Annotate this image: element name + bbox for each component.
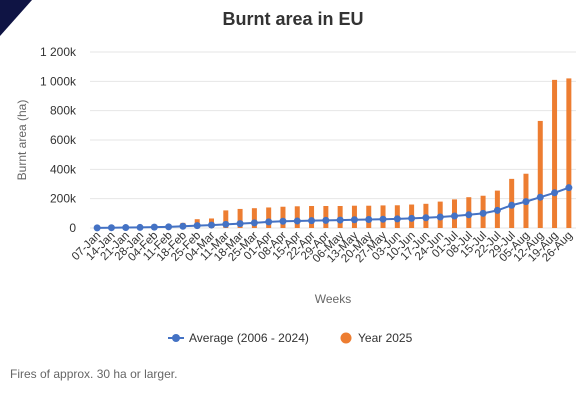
point-average[interactable]	[422, 214, 430, 222]
x-axis-title: Weeks	[315, 292, 351, 306]
y-tick-label: 600k	[50, 133, 77, 147]
point-average[interactable]	[436, 213, 444, 221]
point-average[interactable]	[379, 215, 387, 223]
bar-year-2025[interactable]	[294, 206, 300, 228]
bar-year-2025[interactable]	[266, 207, 272, 228]
point-average[interactable]	[293, 217, 301, 225]
y-axis: 0 200k 400k 600k 800k 1 000k 1 200k	[40, 45, 77, 235]
point-average[interactable]	[136, 223, 144, 231]
point-average[interactable]	[236, 220, 244, 228]
point-average[interactable]	[107, 224, 115, 232]
point-average[interactable]	[279, 217, 287, 225]
point-average[interactable]	[336, 216, 344, 224]
y-axis-title: Burnt area (ha)	[15, 100, 29, 181]
legend-year-2025-label: Year 2025	[358, 331, 413, 345]
bar-year-2025[interactable]	[566, 78, 572, 229]
point-average[interactable]	[165, 223, 173, 231]
point-average[interactable]	[479, 209, 487, 217]
point-average[interactable]	[565, 184, 573, 192]
point-average[interactable]	[193, 222, 201, 230]
point-average[interactable]	[122, 224, 130, 232]
y-tick-label: 1 200k	[40, 45, 77, 59]
series-year-2025	[94, 78, 572, 229]
chart-grid	[90, 51, 576, 229]
bar-year-2025[interactable]	[237, 208, 243, 228]
legend-year-2025-marker	[340, 332, 352, 344]
point-average[interactable]	[551, 189, 559, 197]
legend-item-year-2025[interactable]: Year 2025	[340, 331, 413, 345]
legend-average-label: Average (2006 - 2024)	[189, 331, 309, 345]
point-average[interactable]	[222, 220, 230, 228]
y-tick-label: 1 000k	[40, 74, 77, 88]
point-average[interactable]	[308, 217, 316, 225]
corner-decoration	[0, 0, 32, 36]
point-average[interactable]	[465, 211, 473, 219]
y-tick-label: 400k	[50, 162, 77, 176]
point-average[interactable]	[150, 223, 158, 231]
point-average[interactable]	[536, 193, 544, 201]
point-average[interactable]	[208, 221, 215, 229]
legend-average-marker	[172, 334, 180, 342]
point-average[interactable]	[322, 216, 330, 224]
bar-year-2025[interactable]	[223, 210, 229, 228]
point-average[interactable]	[93, 224, 101, 232]
chart-caption: Fires of approx. 30 ha or larger.	[10, 367, 178, 381]
point-average[interactable]	[265, 218, 273, 226]
point-average[interactable]	[493, 206, 501, 214]
y-tick-label: 200k	[50, 192, 77, 206]
bar-year-2025[interactable]	[537, 120, 543, 228]
point-average[interactable]	[393, 215, 401, 223]
point-average[interactable]	[250, 219, 258, 227]
chart: Burnt area in EU 0 200k 400k 600k 800k 1 000k…	[15, 9, 576, 345]
point-average[interactable]	[408, 214, 416, 222]
point-average[interactable]	[451, 212, 458, 220]
bar-year-2025[interactable]	[251, 208, 257, 228]
line-average	[97, 186, 570, 229]
point-average[interactable]	[350, 216, 358, 224]
point-average[interactable]	[365, 215, 373, 223]
x-axis: 07-Jan14-Jan21-Jan28-Jan04-Feb11-Feb18-F…	[70, 229, 575, 265]
y-tick-label: 800k	[50, 104, 77, 118]
point-average[interactable]	[508, 201, 516, 209]
y-tick-label: 0	[69, 221, 76, 235]
bar-year-2025[interactable]	[309, 206, 315, 228]
point-average[interactable]	[522, 198, 530, 206]
series-average	[93, 184, 573, 232]
chart-title: Burnt area in EU	[222, 9, 363, 29]
legend: Average (2006 - 2024) Year 2025	[168, 331, 413, 345]
bar-year-2025[interactable]	[280, 206, 286, 228]
point-average[interactable]	[179, 222, 187, 230]
bar-year-2025[interactable]	[552, 79, 558, 228]
legend-item-average[interactable]: Average (2006 - 2024)	[168, 331, 309, 345]
